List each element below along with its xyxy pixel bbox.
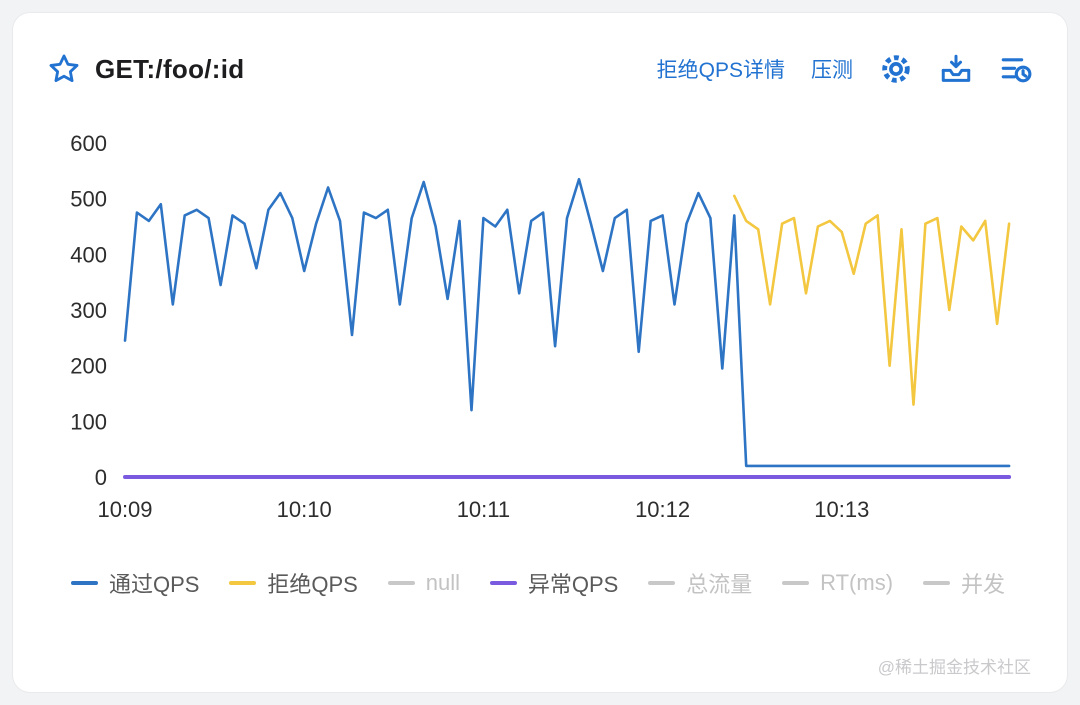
rejected-qps-detail-link[interactable]: 拒绝QPS详情 <box>656 59 785 82</box>
y-tick-label: 500 <box>70 187 107 212</box>
y-tick-label: 100 <box>70 409 107 434</box>
legend-dash-reject-qps <box>229 581 257 585</box>
series-line-reject-qps <box>733 194 1011 406</box>
header-actions: 拒绝QPS详情 压测 <box>657 52 1033 86</box>
y-tick-label: 200 <box>70 354 107 379</box>
legend-label-total-flow: 总流量 <box>686 572 753 597</box>
y-tick-label: 300 <box>70 298 107 323</box>
legend-item-rt[interactable]: RT(ms) <box>782 570 893 596</box>
legend-label-reject-qps: 拒绝QPS <box>267 572 358 597</box>
resource-title: GET:/foo/:id <box>95 53 245 84</box>
watermark: @稀土掘金技术社区 <box>877 658 1031 677</box>
qps-line-chart: 0 100 200 300 400 500 600 10:09 10:10 10:11 10:12 1… <box>70 131 1012 522</box>
legend-item-concurrency[interactable]: 并发 <box>922 567 1005 599</box>
legend-dash-concurrency <box>922 581 950 585</box>
y-tick-label: 600 <box>70 131 107 156</box>
x-tick-label: 10:13 <box>814 497 869 522</box>
gear-icon[interactable] <box>879 52 913 86</box>
legend-item-pass-qps[interactable]: 通过QPS <box>71 567 199 599</box>
y-tick-label: 0 <box>95 465 107 490</box>
legend-item-exception-qps[interactable]: 异常QPS <box>489 567 619 599</box>
x-tick-label: 10:11 <box>457 497 510 522</box>
legend-item-null[interactable]: null <box>387 570 460 596</box>
legend-dash-rt <box>782 581 810 585</box>
favorite-star-icon[interactable] <box>47 52 81 86</box>
qps-monitor-card: GET:/foo/:id 拒绝QPS详情 压测 <box>12 12 1068 693</box>
series-line-pass-qps <box>123 177 1011 468</box>
legend-label-null: null <box>425 570 460 595</box>
legend-item-total-flow[interactable]: 总流量 <box>648 567 752 599</box>
stress-test-link[interactable]: 压测 <box>811 59 853 82</box>
chart-legend: 通过QPS 拒绝QPS null 异常QPS 总流量 RT(ms) 并发 <box>47 567 1033 599</box>
card-header: GET:/foo/:id 拒绝QPS详情 压测 <box>47 43 1033 95</box>
legend-dash-pass-qps <box>71 581 98 585</box>
legend-label-exception-qps: 异常QPS <box>527 572 619 597</box>
x-tick-label: 10:09 <box>97 497 152 522</box>
legend-item-reject-qps[interactable]: 拒绝QPS <box>229 567 358 599</box>
legend-dash-null <box>387 581 415 585</box>
legend-label-pass-qps: 通过QPS <box>109 572 200 597</box>
x-tick-label: 10:12 <box>635 497 690 522</box>
x-tick-label: 10:10 <box>277 497 332 522</box>
legend-label-concurrency: 并发 <box>960 572 1005 597</box>
y-tick-label: 400 <box>70 242 107 267</box>
export-archive-icon[interactable] <box>939 52 973 86</box>
history-records-icon[interactable] <box>999 52 1033 86</box>
legend-dash-total-flow <box>648 581 676 585</box>
legend-dash-exception-qps <box>489 581 517 585</box>
legend-label-rt: RT(ms) <box>820 570 894 595</box>
